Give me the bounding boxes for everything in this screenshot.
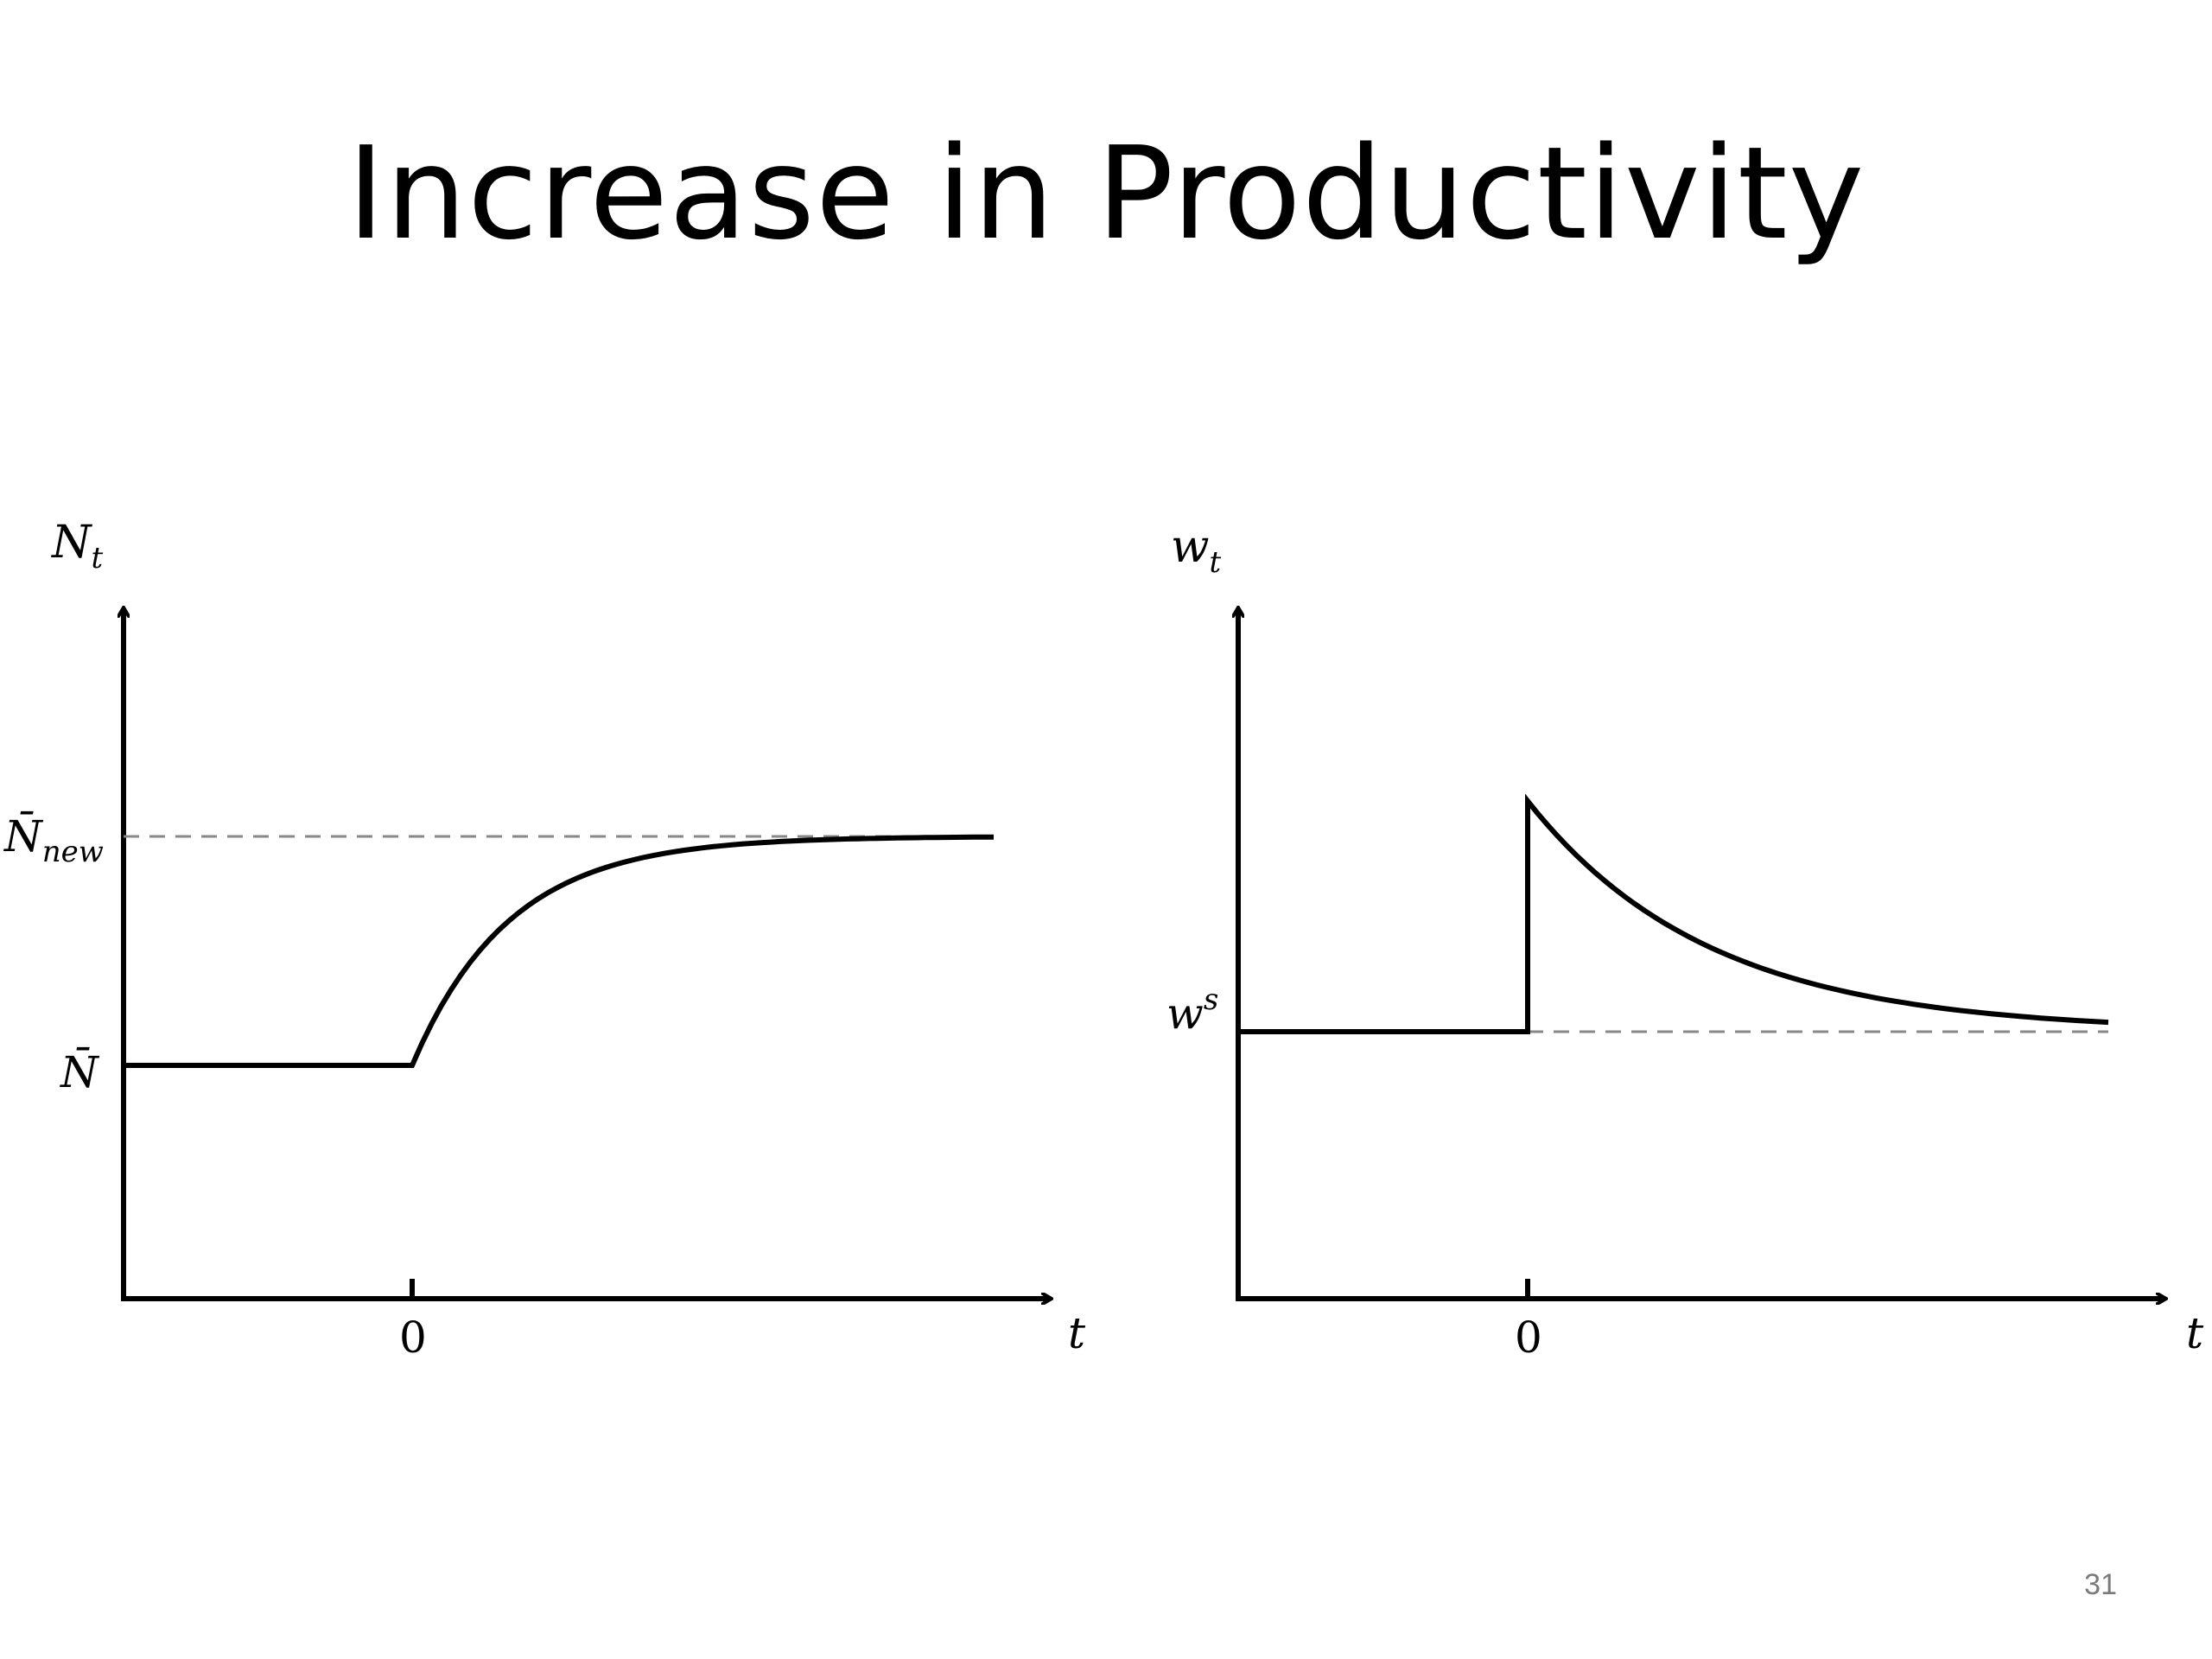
x-axis-label: t (1068, 1308, 1086, 1358)
x-axis-label: t (2186, 1308, 2204, 1358)
series-line (124, 834, 994, 1068)
y-level-label-steady: ws (1166, 982, 1218, 1039)
x-tick-label-zero: 0 (1515, 1313, 1542, 1363)
y-axis-label: wt (1171, 521, 1222, 580)
page-number: 31 (2084, 1568, 2117, 1601)
series-line (1238, 793, 2109, 1034)
wage-chart: wt t 0 ws (1166, 521, 2204, 1363)
employment-chart: Nt t 0 N̄new N̄ (3, 517, 1086, 1363)
slide-title: Increase in Productivity (346, 119, 1866, 268)
x-tick-label-zero: 0 (399, 1313, 427, 1363)
y-level-label-new: N̄new (3, 810, 104, 869)
y-axis-label: Nt (50, 517, 104, 575)
y-level-label-old: N̄ (60, 1046, 100, 1097)
